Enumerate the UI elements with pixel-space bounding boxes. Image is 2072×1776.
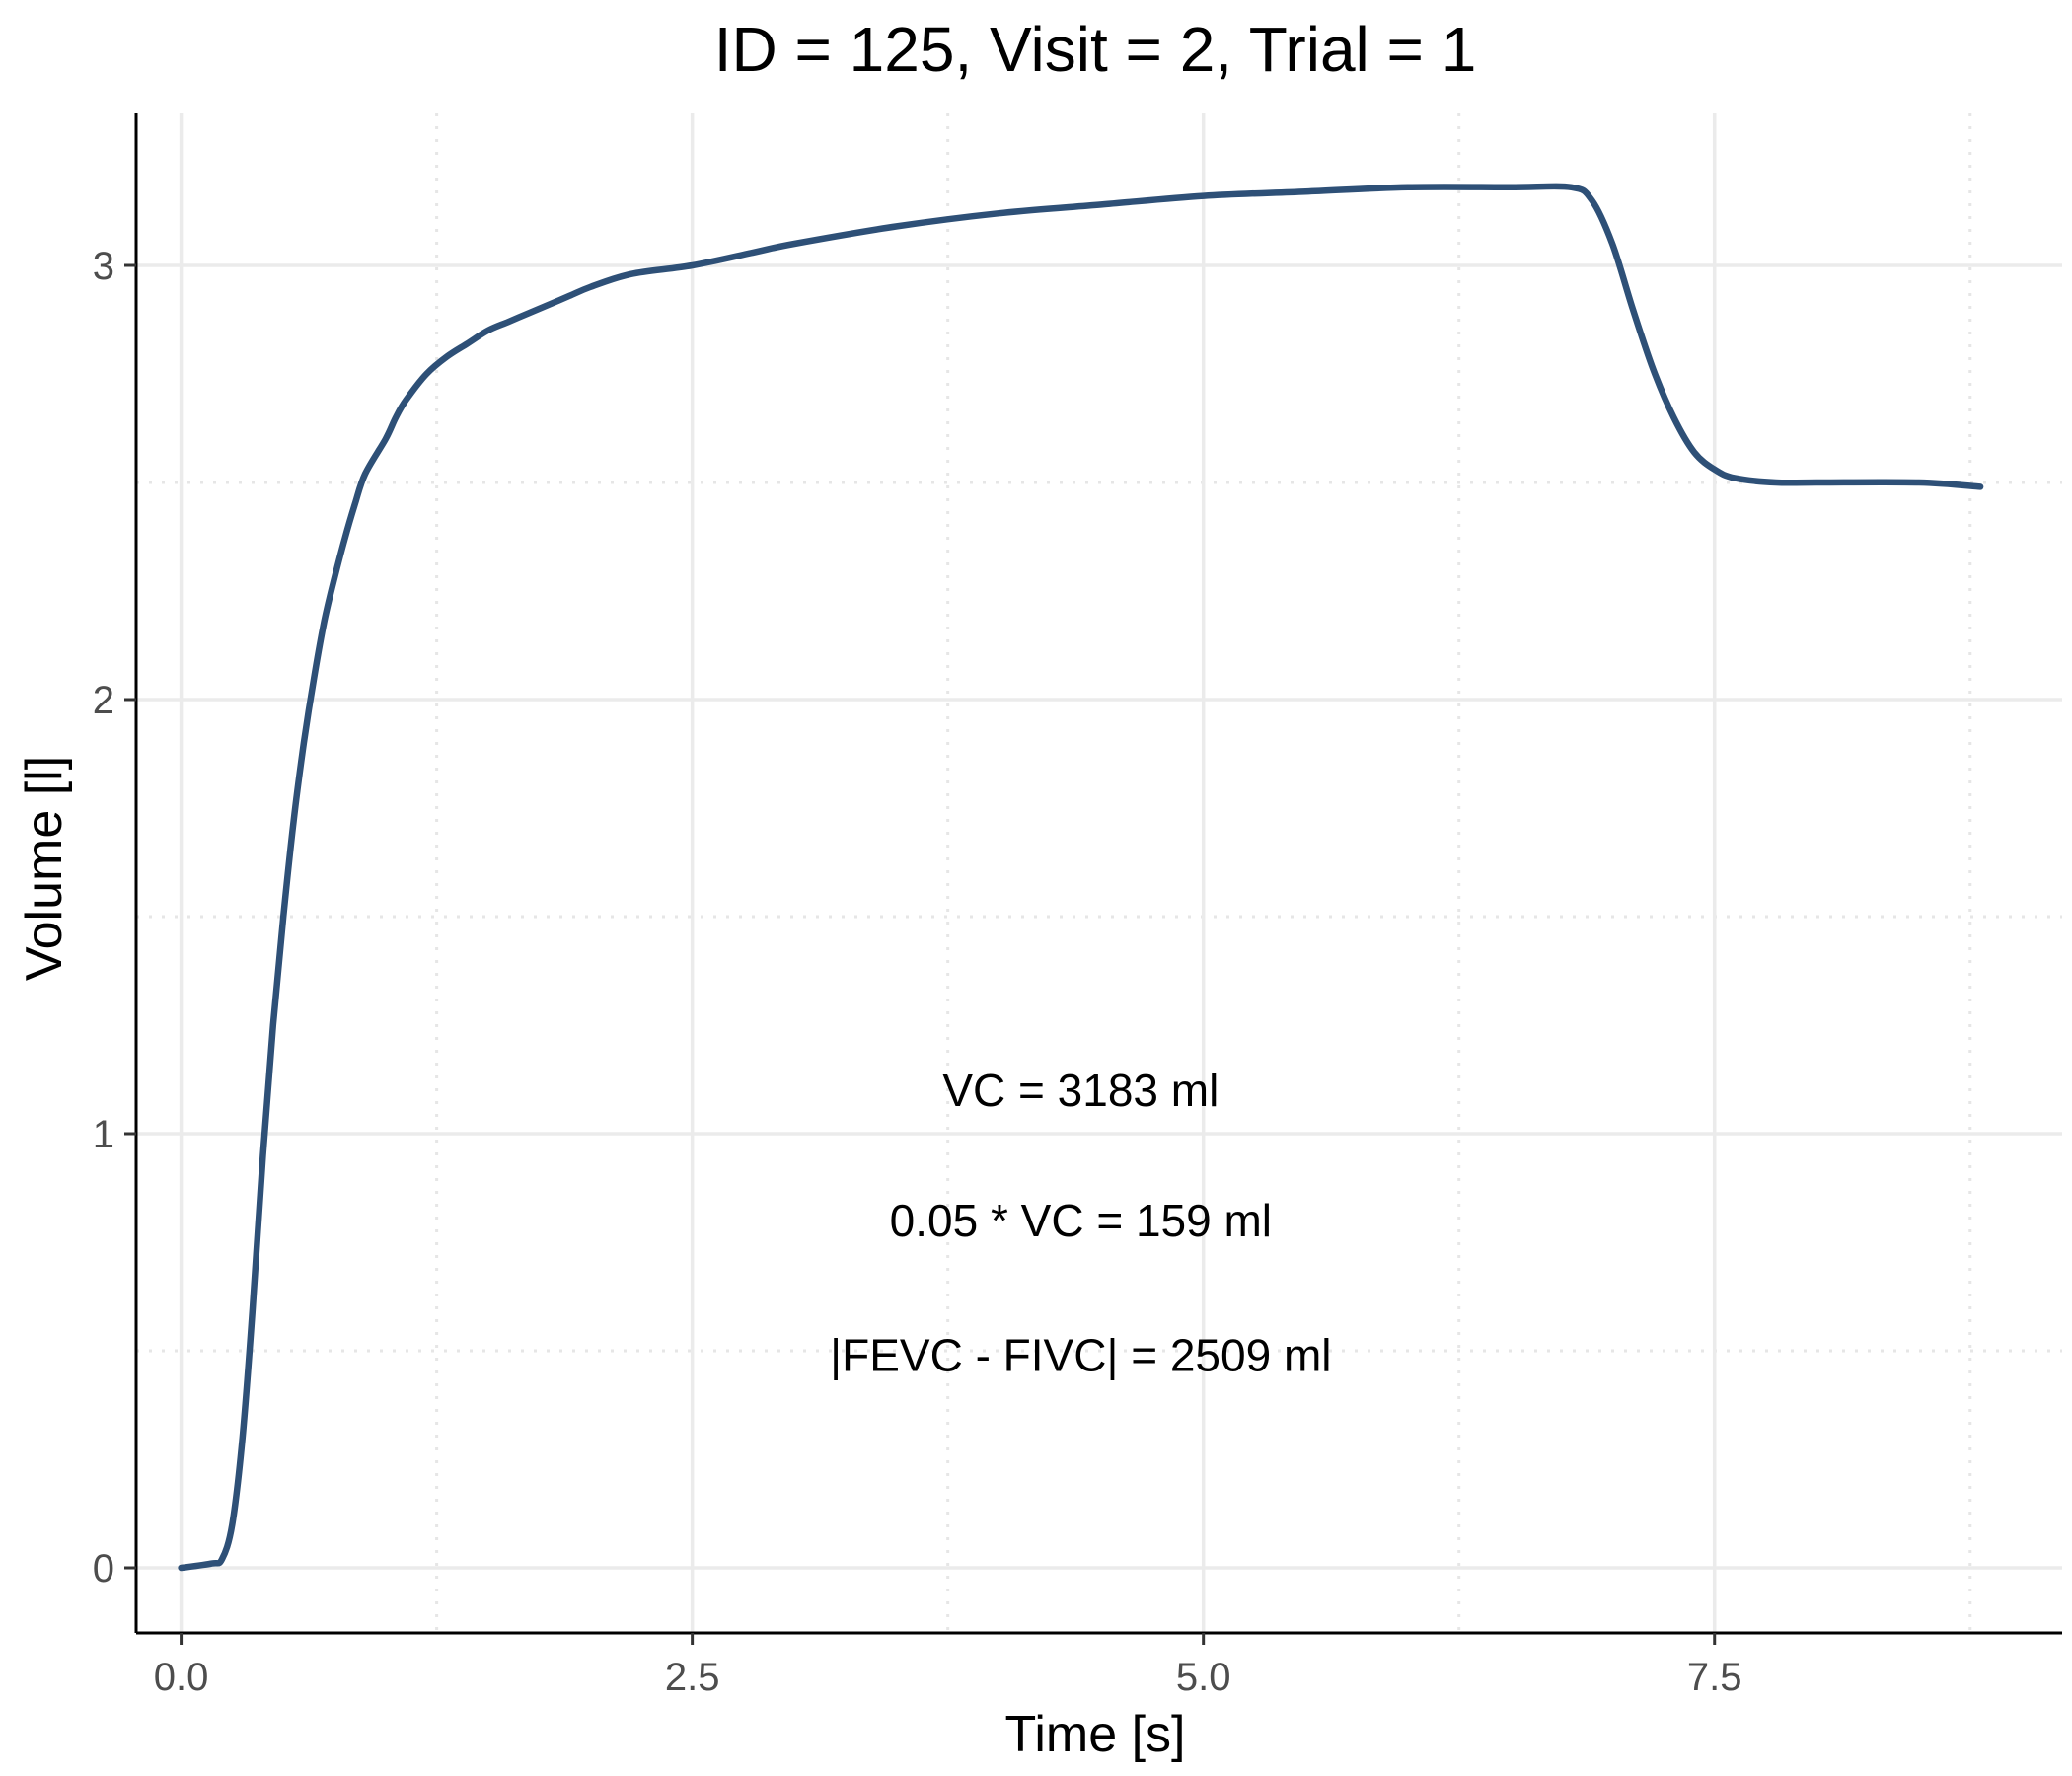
axes [134, 113, 2062, 1635]
annotation-text: VC = 3183 ml [942, 1065, 1219, 1116]
y-tick-label: 1 [93, 1113, 114, 1156]
y-tick-label: 3 [93, 245, 114, 288]
x-tick-label: 0.0 [154, 1656, 209, 1699]
x-tick-label: 5.0 [1176, 1656, 1231, 1699]
grid [136, 113, 2062, 1633]
annotations: VC = 3183 ml 0.05 * VC = 159 ml |FEVC - FI… [830, 1065, 1331, 1380]
annotation-text: 0.05 * VC = 159 ml [890, 1195, 1272, 1246]
data-series [178, 183, 1984, 1572]
y-tick-label: 0 [93, 1547, 114, 1591]
x-tick-label: 7.5 [1687, 1656, 1742, 1699]
chart-title: ID = 125, Visit = 2, Trial = 1 [714, 14, 1477, 85]
y-axis-label: Volume [l] [16, 756, 73, 981]
y-tick-label: 2 [93, 679, 114, 722]
volume-time-curve [178, 183, 1984, 1572]
x-axis-label: Time [s] [1005, 1706, 1186, 1763]
annotation-text: |FEVC - FIVC| = 2509 ml [830, 1329, 1331, 1380]
x-tick-label: 2.5 [665, 1656, 720, 1699]
tick-marks-and-labels: 0.0 2.5 5.0 7.5 0 1 2 3 [93, 245, 1742, 1699]
